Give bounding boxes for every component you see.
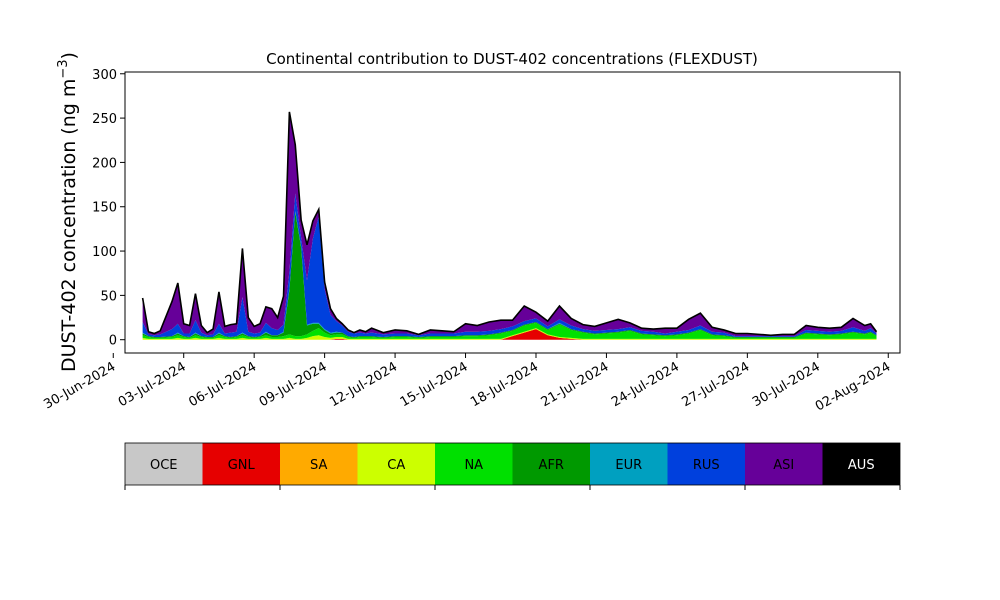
x-tick-label: 03-Jul-2024 (116, 359, 189, 410)
legend-swatch-eur (590, 443, 668, 485)
legend-swatch-gnl (202, 443, 280, 485)
area-series-rus (142, 193, 877, 338)
plot-area-frame (124, 71, 901, 354)
legend-label-sa: SA (310, 458, 327, 473)
legend-label-na: NA (464, 458, 483, 473)
x-tick-label: 21-Jul-2024 (539, 359, 612, 410)
x-tick-label: 09-Jul-2024 (257, 359, 330, 410)
legend-label-oce: OCE (150, 458, 178, 473)
x-tick-label: 18-Jul-2024 (468, 359, 541, 410)
x-tick-label: 02-Aug-2024 (813, 359, 893, 414)
x-tick-label: 30-Jul-2024 (750, 359, 823, 410)
legend-label-gnl: GNL (228, 458, 256, 473)
y-axis-label-superscript: −3 (56, 59, 71, 78)
legend-frame (124, 442, 901, 486)
legend-swatch-afr (512, 443, 590, 485)
y-tick-label: 250 (92, 112, 117, 127)
x-tick-label: 24-Jul-2024 (609, 359, 682, 410)
y-tick-label: 300 (92, 68, 117, 83)
legend-label-aus: AUS (848, 458, 875, 473)
x-tick-label: 12-Jul-2024 (327, 359, 400, 410)
area-series-ca (142, 328, 877, 340)
y-axis-label-close: ) (58, 52, 80, 59)
legend-label-afr: AFR (539, 458, 564, 473)
y-axis-label: DUST-402 concentration (ng m−3) (56, 52, 80, 372)
area-series-eur (142, 211, 877, 338)
legend-label-asi: ASI (773, 458, 794, 473)
x-tick-label: 06-Jul-2024 (186, 359, 259, 410)
legend-colorbar: OCE GNL SA CA NA AFR EUR RUS ASI AUS (124, 442, 901, 490)
legend-swatch-aus (822, 443, 900, 485)
legend-swatch-ca (357, 443, 435, 485)
legend-swatch-oce (125, 443, 203, 485)
y-tick-label: 200 (92, 156, 117, 171)
legend-swatch-asi (745, 443, 823, 485)
x-tick-label: 15-Jul-2024 (398, 359, 471, 410)
area-series-afr (142, 212, 877, 338)
area-series-gnl (142, 329, 877, 340)
y-axis-label-main: DUST-402 concentration (ng m (58, 79, 80, 372)
y-tick-label: 50 (100, 289, 117, 304)
legend-label-eur: EUR (615, 458, 642, 473)
x-tick-label: 27-Jul-2024 (680, 359, 753, 410)
area-series-asi (142, 111, 877, 337)
y-tick-label: 100 (92, 245, 117, 260)
legend-swatch-na (435, 443, 513, 485)
area-series-aus (142, 111, 877, 336)
stacked-area-layers (141, 111, 878, 340)
y-tick-label: 150 (92, 201, 117, 216)
legend-swatch-sa (280, 443, 358, 485)
legend-swatch-rus (667, 443, 745, 485)
x-axis: 30-Jun-202403-Jul-202406-Jul-202409-Jul-… (41, 353, 893, 415)
chart-title: Continental contribution to DUST-402 con… (266, 50, 758, 68)
legend-label-ca: CA (387, 458, 405, 473)
total-concentration-line (141, 111, 878, 337)
area-series-na (142, 322, 877, 339)
y-tick-label: 0 (109, 334, 117, 349)
legend-label-rus: RUS (693, 458, 720, 473)
y-axis: 0 50 100 150 200 250 300 (92, 68, 125, 349)
